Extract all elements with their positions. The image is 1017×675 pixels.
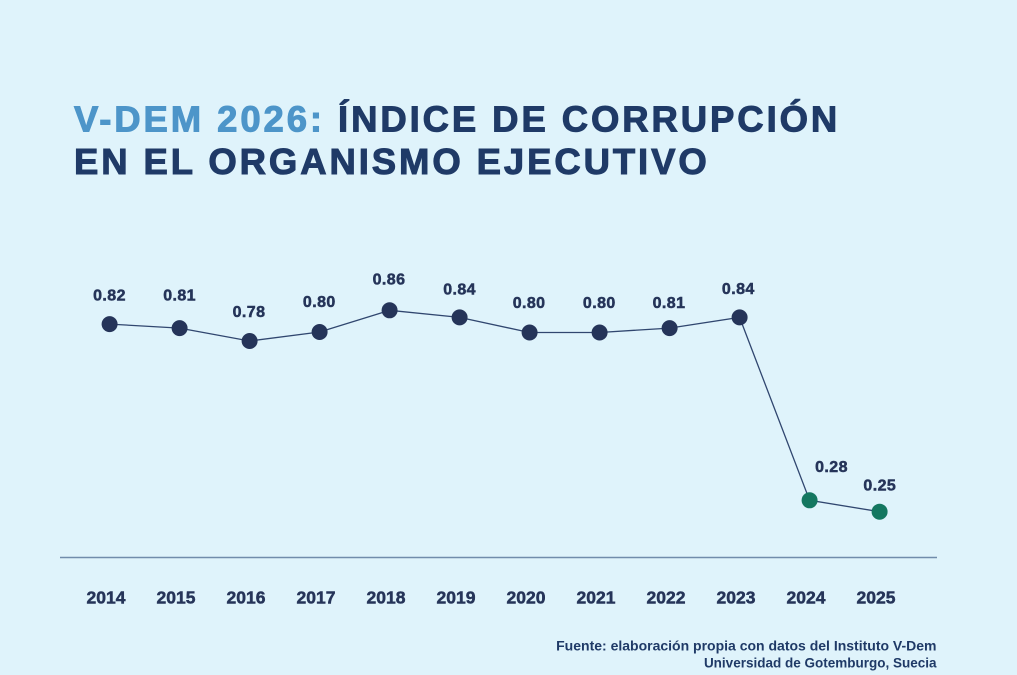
svg-text:0.25: 0.25	[863, 478, 896, 495]
svg-text:0.80: 0.80	[303, 294, 336, 311]
svg-text:Universidad de Gotemburgo, Sue: Universidad de Gotemburgo, Suecia	[704, 655, 937, 670]
svg-text:2015: 2015	[157, 588, 196, 608]
svg-text:2024: 2024	[787, 588, 826, 608]
svg-text:0.84: 0.84	[722, 281, 755, 298]
svg-text:0.81: 0.81	[653, 295, 686, 312]
svg-text:0.80: 0.80	[513, 295, 546, 312]
svg-text:Fuente: elaboración propia con: Fuente: elaboración propia con datos del…	[556, 638, 936, 654]
svg-text:0.81: 0.81	[163, 287, 196, 304]
svg-text:2023: 2023	[717, 588, 756, 608]
svg-text:EN EL ORGANISMO EJECUTIVO: EN EL ORGANISMO EJECUTIVO	[74, 141, 710, 182]
svg-text:2025: 2025	[857, 588, 896, 608]
svg-text:0.82: 0.82	[93, 287, 126, 304]
svg-text:2018: 2018	[367, 588, 406, 608]
svg-text:0.80: 0.80	[583, 295, 616, 312]
svg-text:0.78: 0.78	[233, 304, 266, 321]
svg-text:2016: 2016	[227, 588, 266, 608]
svg-text:2020: 2020	[507, 588, 546, 608]
svg-text:2017: 2017	[297, 588, 336, 608]
svg-text:V-DEM 2026: ÍNDICE DE CORRUPCI: V-DEM 2026: ÍNDICE DE CORRUPCIÓN	[74, 97, 840, 139]
svg-text:0.86: 0.86	[373, 271, 406, 288]
svg-text:2014: 2014	[87, 588, 126, 608]
svg-text:2019: 2019	[437, 588, 476, 608]
svg-text:0.28: 0.28	[815, 459, 848, 476]
svg-text:2022: 2022	[647, 588, 686, 608]
svg-text:0.84: 0.84	[443, 281, 476, 298]
svg-text:2021: 2021	[577, 588, 616, 608]
